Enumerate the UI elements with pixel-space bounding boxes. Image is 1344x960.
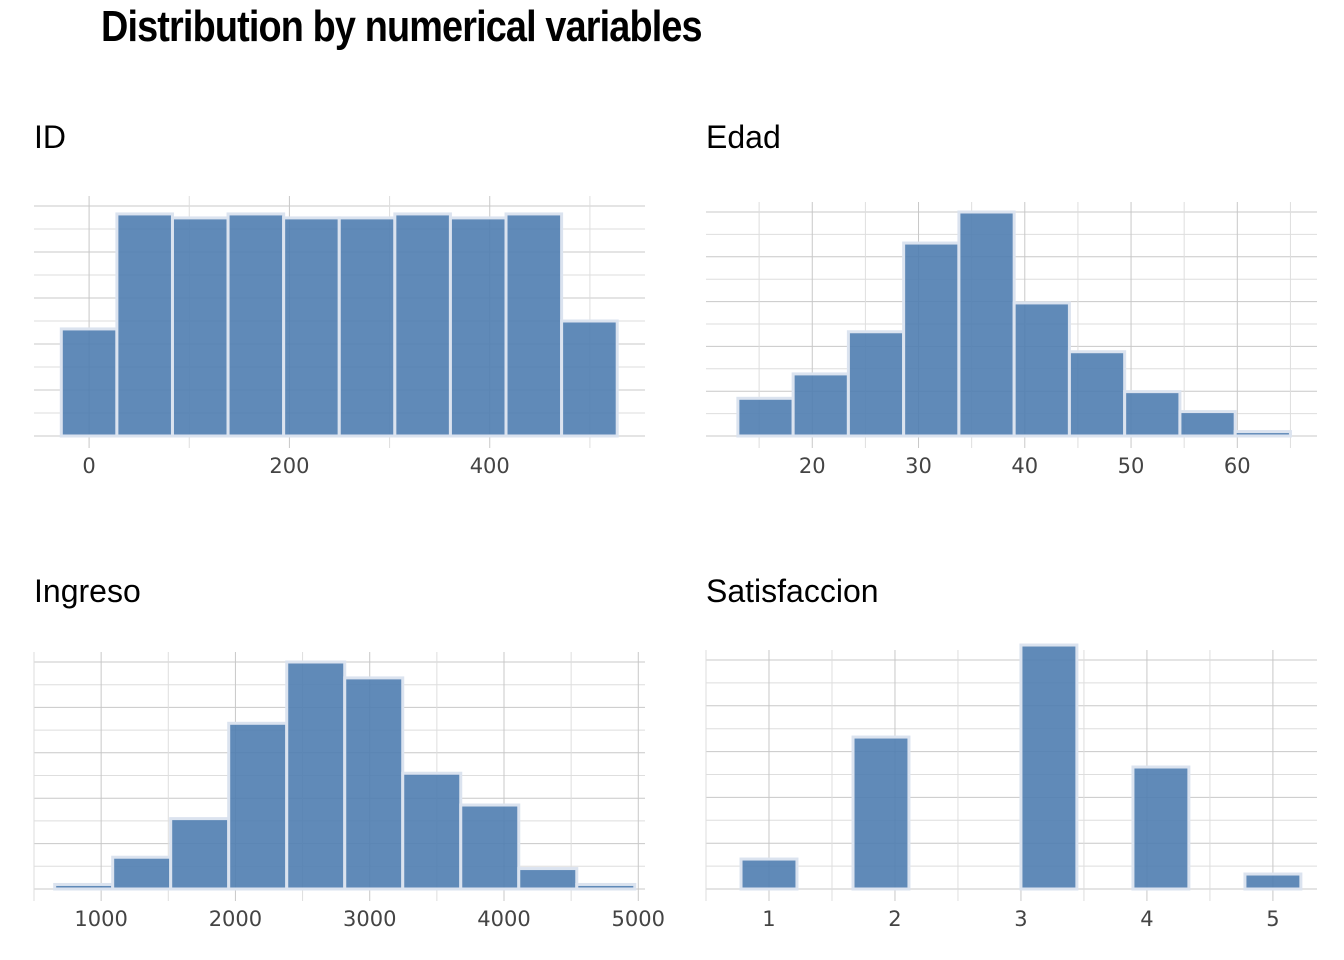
histogram-bar [282, 216, 341, 438]
x-tick-label: 2 [888, 907, 901, 931]
x-tick-label: 5000 [612, 907, 665, 931]
histogram-bar [343, 676, 405, 891]
histogram-bar [1019, 643, 1079, 891]
x-tick-label: 5 [1266, 907, 1279, 931]
x-tick-label: 4000 [477, 907, 530, 931]
histogram-bar [53, 882, 115, 891]
x-tick-label: 4 [1140, 907, 1153, 931]
x-tick-label: 30 [905, 454, 932, 478]
histogram-bar [846, 330, 906, 438]
histogram-bar [1233, 430, 1292, 438]
histogram-bar [226, 212, 286, 438]
x-tick-label: 200 [269, 454, 309, 478]
x-tick-label: 40 [1011, 454, 1038, 478]
histogram-bar [1243, 872, 1303, 891]
x-tick-label: 60 [1224, 454, 1251, 478]
page-title: Distribution by numerical variables [101, 2, 703, 51]
histogram-bar [739, 857, 799, 891]
x-tick-label: 3 [1014, 907, 1027, 931]
histogram-bar [851, 735, 911, 891]
facet-title: Edad [706, 119, 781, 155]
x-tick-label: 0 [82, 454, 95, 478]
histogram-bar [393, 212, 452, 438]
facet-satisfaccion: Satisfaccion 1 2 3 4 5 [705, 573, 1317, 931]
facet-title: Ingreso [34, 573, 141, 609]
histogram-bar [448, 216, 508, 438]
facet-edad: Edad 20 30 40 50 60 [706, 119, 1317, 478]
facet-title: ID [34, 119, 66, 155]
x-tick-label: 1000 [74, 907, 127, 931]
histogram-bar [227, 721, 289, 891]
histogram-bar [111, 855, 173, 891]
histogram-bar [401, 771, 463, 891]
histogram-bar [1012, 301, 1071, 438]
histogram-bar [791, 372, 850, 438]
x-tick-label: 2000 [209, 907, 262, 931]
histogram-bar [285, 660, 347, 891]
histogram-bar [459, 803, 521, 891]
x-tick-label: 50 [1118, 454, 1145, 478]
facet-ingreso: Ingreso 1000 2000 3000 4000 5000 [33, 573, 665, 931]
x-tick-label: 20 [799, 454, 826, 478]
x-tick-label: 400 [470, 454, 510, 478]
histogram-bar [1123, 390, 1182, 438]
histogram-bar [337, 216, 397, 438]
histogram-bar [115, 212, 174, 438]
histogram-bar [517, 867, 579, 891]
histogram-bar [170, 216, 230, 438]
facet-id: ID 0 200 400 [34, 119, 645, 478]
histogram-bar [504, 212, 564, 438]
histogram-bar [560, 319, 619, 438]
facet-title: Satisfaccion [706, 573, 879, 609]
histogram-bar [169, 817, 231, 891]
histogram-bar [957, 210, 1016, 438]
x-tick-label: 1 [762, 907, 775, 931]
histogram-bar [736, 396, 795, 438]
x-tick-label: 3000 [343, 907, 396, 931]
histogram-bar [59, 327, 119, 438]
histogram-bar [575, 882, 637, 891]
histogram-bar [1067, 350, 1127, 438]
histogram-bar [1178, 410, 1237, 438]
histogram-bar [1131, 765, 1191, 891]
histogram-bar [902, 241, 961, 438]
